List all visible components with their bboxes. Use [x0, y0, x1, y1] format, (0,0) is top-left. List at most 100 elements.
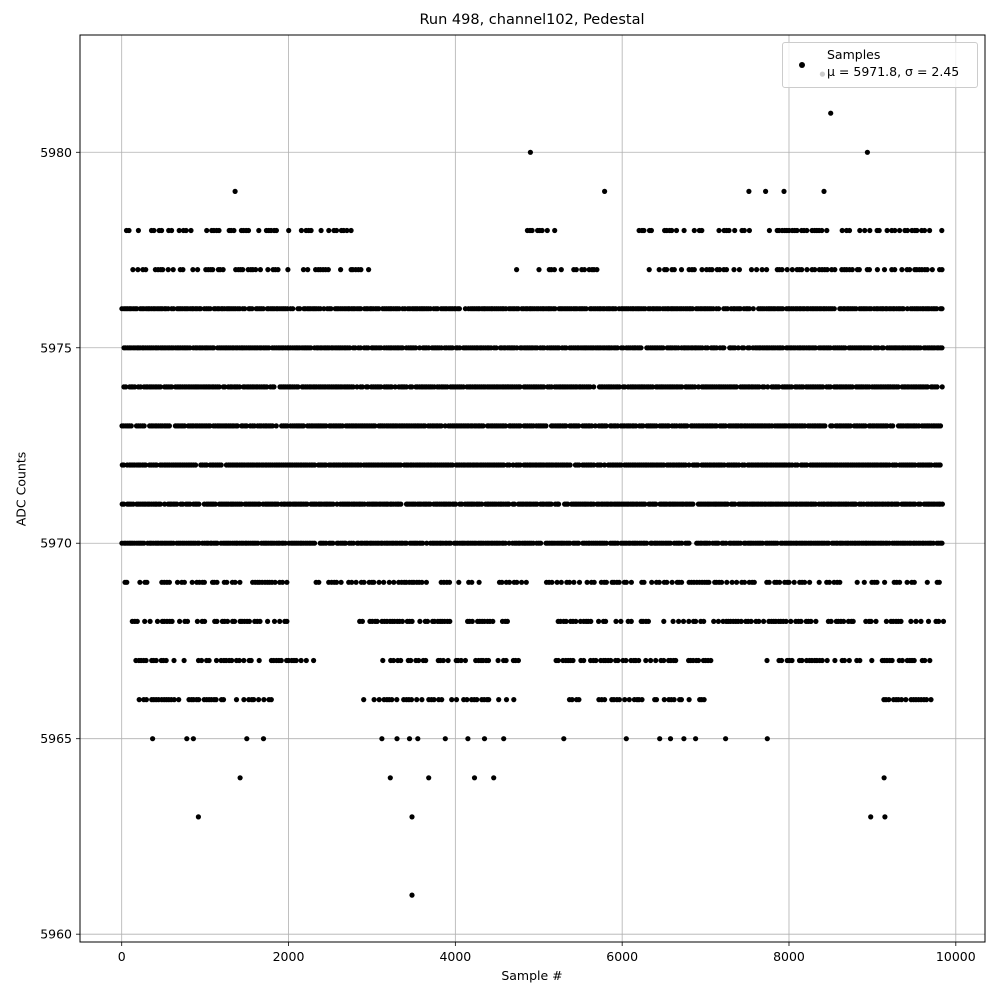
legend-label: Samples — [827, 47, 881, 62]
data-point — [598, 462, 604, 468]
data-point — [874, 267, 881, 273]
data-point — [298, 657, 304, 664]
data-point — [244, 736, 250, 742]
data-point — [679, 384, 685, 390]
data-point — [183, 227, 189, 234]
data-point — [880, 345, 886, 351]
data-point — [137, 579, 143, 585]
data-point — [602, 697, 608, 703]
data-point — [756, 384, 762, 390]
data-point — [220, 267, 226, 273]
data-point — [936, 579, 942, 585]
data-point — [563, 345, 569, 351]
data-point — [824, 267, 830, 273]
data-point — [826, 579, 833, 585]
data-point — [713, 423, 720, 429]
data-point — [128, 423, 134, 429]
y-tick-label: 5975 — [40, 340, 72, 355]
data-point — [453, 501, 459, 507]
data-point — [735, 345, 741, 351]
data-point — [648, 227, 655, 234]
data-point — [456, 306, 462, 312]
data-point — [641, 579, 647, 585]
data-point — [147, 618, 153, 625]
data-point — [566, 579, 573, 585]
data-point — [269, 423, 276, 429]
data-point — [449, 345, 455, 351]
data-point — [608, 657, 614, 664]
data-point — [174, 501, 180, 507]
data-point — [157, 501, 163, 507]
data-point — [716, 306, 722, 312]
data-point — [236, 384, 243, 390]
data-point — [784, 267, 790, 273]
data-point — [680, 618, 687, 625]
data-point — [837, 579, 843, 585]
data-point — [449, 697, 455, 703]
data-point — [693, 736, 699, 742]
data-point — [549, 579, 555, 585]
data-point — [196, 501, 202, 507]
data-point — [151, 227, 157, 234]
data-point — [789, 657, 795, 664]
data-point — [922, 657, 928, 664]
data-point — [236, 657, 242, 664]
data-point — [136, 697, 142, 703]
data-point — [338, 579, 344, 585]
data-point — [503, 423, 509, 429]
data-point — [741, 462, 748, 468]
data-point — [857, 227, 863, 234]
data-point — [272, 579, 278, 585]
data-point — [195, 814, 201, 820]
data-point — [465, 736, 471, 742]
data-point — [612, 306, 619, 312]
data-point — [908, 618, 914, 625]
data-point — [849, 384, 855, 390]
data-point — [159, 227, 165, 234]
data-point — [358, 306, 364, 312]
data-point — [504, 618, 510, 625]
data-point — [934, 384, 940, 390]
data-point — [764, 657, 770, 664]
data-point — [862, 227, 868, 234]
data-point — [201, 579, 207, 585]
data-point — [716, 227, 722, 234]
data-point — [754, 267, 760, 273]
data-point — [794, 462, 800, 468]
data-point — [924, 579, 930, 585]
data-point — [216, 227, 222, 234]
data-point — [357, 345, 364, 351]
data-point — [150, 736, 156, 742]
data-point — [736, 267, 743, 273]
data-point — [780, 345, 786, 351]
data-point — [653, 697, 660, 703]
data-point — [715, 618, 722, 625]
data-point — [626, 697, 632, 703]
data-point — [594, 267, 600, 273]
data-point — [778, 657, 785, 664]
data-point — [275, 501, 281, 507]
data-point — [766, 227, 773, 234]
data-point — [365, 384, 371, 390]
data-point — [671, 267, 677, 273]
data-point — [202, 618, 208, 625]
data-point — [409, 814, 415, 820]
data-point — [570, 657, 576, 664]
data-point — [829, 423, 835, 429]
data-point — [936, 618, 942, 625]
data-point — [376, 579, 382, 585]
data-point — [551, 267, 558, 273]
data-point — [693, 618, 699, 625]
data-point — [904, 579, 910, 585]
data-point — [284, 618, 290, 625]
data-point — [828, 618, 834, 625]
data-point — [541, 384, 547, 390]
data-point — [669, 579, 675, 585]
data-point — [246, 618, 252, 625]
data-point — [737, 306, 744, 312]
data-point — [189, 579, 195, 585]
data-point — [171, 657, 177, 664]
data-point — [799, 657, 805, 664]
data-point — [169, 618, 175, 625]
data-point — [556, 501, 562, 507]
